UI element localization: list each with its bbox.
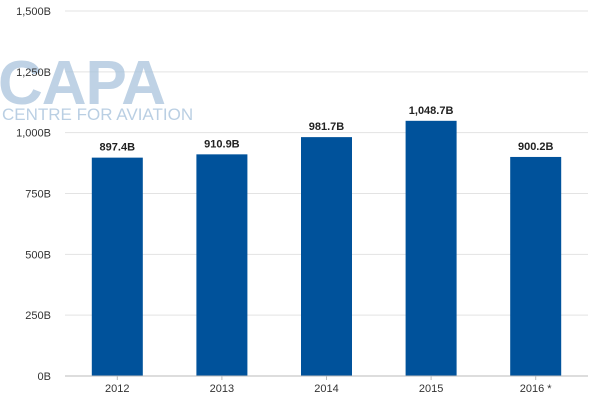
y-axis-ticks: 0B 250B 500B 750B 1,000B 1,250B 1,500B bbox=[16, 6, 51, 383]
watermark-tagline: CENTRE FOR AVIATION bbox=[2, 105, 193, 124]
y-tick-label: 0B bbox=[38, 371, 51, 383]
x-tick-label: 2015 bbox=[419, 383, 443, 395]
bar bbox=[91, 157, 143, 376]
y-tick-label: 1,500B bbox=[16, 6, 51, 18]
data-labels: 897.4B 910.9B 981.7B 1,048.7B 900.2B bbox=[100, 105, 554, 154]
data-label: 897.4B bbox=[100, 142, 136, 154]
x-tick-label: 2012 bbox=[105, 383, 129, 395]
watermark-brand: CAPA bbox=[0, 49, 165, 118]
bar bbox=[510, 156, 562, 376]
x-tick-label: 2014 bbox=[314, 383, 338, 395]
data-label: 910.9B bbox=[204, 138, 240, 150]
y-tick-label: 1,250B bbox=[16, 67, 51, 79]
bar bbox=[196, 154, 248, 376]
bars bbox=[91, 120, 562, 376]
y-tick-label: 500B bbox=[25, 249, 51, 261]
y-tick-label: 1,000B bbox=[16, 128, 51, 140]
data-label: 1,048.7B bbox=[409, 105, 454, 117]
data-label: 900.2B bbox=[518, 141, 554, 153]
bar bbox=[301, 137, 352, 376]
y-tick-label: 250B bbox=[25, 310, 51, 322]
capa-watermark: CAPA CENTRE FOR AVIATION bbox=[0, 49, 193, 124]
x-axis-ticks: 2012 2013 2014 2015 2016 * bbox=[105, 376, 552, 395]
x-tick-label: 2016 * bbox=[520, 383, 553, 395]
x-tick-label: 2013 bbox=[210, 383, 234, 395]
bar bbox=[405, 120, 457, 376]
y-tick-label: 750B bbox=[25, 189, 51, 201]
data-label: 981.7B bbox=[309, 121, 345, 133]
